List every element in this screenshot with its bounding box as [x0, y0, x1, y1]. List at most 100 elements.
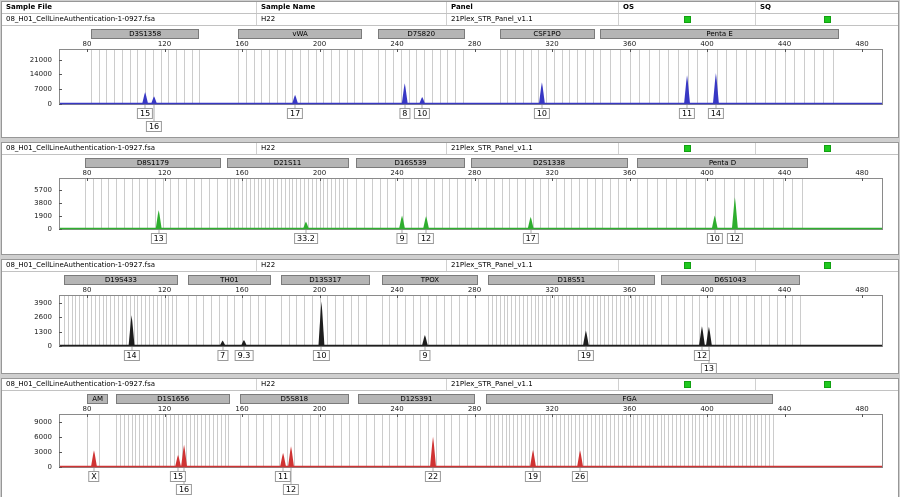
allele-label-19[interactable]: 19 [524, 471, 542, 482]
allele-label-connector [404, 105, 406, 108]
peak-AM-X[interactable] [90, 450, 97, 467]
allele-label-19[interactable]: 19 [577, 350, 594, 361]
allele-label-connector [282, 468, 284, 471]
peak-D1S1656-15[interactable] [175, 454, 182, 467]
peak-D12S391-22[interactable] [430, 436, 437, 467]
sq-pass-indicator[interactable] [823, 145, 831, 152]
allele-label-12[interactable]: 12 [417, 233, 435, 244]
electropherogram-plot-red[interactable] [59, 414, 883, 468]
allele-label-26[interactable]: 26 [572, 471, 589, 482]
allele-label-connector [425, 230, 427, 233]
peak-D2S1338-17[interactable] [527, 216, 534, 229]
peak-D5S818-12[interactable] [288, 446, 295, 467]
peak-TH01-9.3[interactable] [240, 339, 247, 346]
electropherogram-plot-blue[interactable] [59, 49, 883, 105]
allele-label-X[interactable]: X [88, 471, 100, 482]
electropherogram-plot-black[interactable] [59, 295, 883, 347]
os-pass-indicator[interactable] [683, 381, 691, 388]
allele-label-10[interactable]: 10 [313, 350, 330, 361]
allele-label-33.2[interactable]: 33.2 [294, 233, 318, 244]
peak-vWA-17[interactable] [292, 94, 299, 104]
x-tick-label: 440 [777, 169, 792, 177]
sample-row[interactable]: 08_H01_CellLineAuthentication-1-0927.fsa… [2, 143, 898, 155]
allele-label-12[interactable]: 12 [726, 233, 743, 244]
marker-box-FGA: FGA [486, 394, 773, 404]
allele-label-17[interactable]: 17 [522, 233, 539, 244]
allele-label-15[interactable]: 15 [137, 108, 154, 119]
allele-label-10[interactable]: 10 [533, 108, 551, 119]
y-tick-label: 0 [47, 342, 52, 350]
peak-D19S433-14[interactable] [128, 315, 135, 346]
allele-label-10[interactable]: 10 [414, 108, 431, 119]
peak-TPOX-9[interactable] [421, 335, 428, 346]
marker-box-D5S818: D5S818 [240, 394, 349, 404]
allele-label-9[interactable]: 9 [419, 350, 431, 361]
sample-row[interactable]: 08_H01_CellLineAuthentication-1-0927.fsa… [2, 14, 898, 26]
sample-row[interactable]: 08_H01_CellLineAuthentication-1-0927.fsa… [2, 260, 898, 272]
allele-bins [64, 296, 801, 346]
sq-pass-indicator[interactable] [823, 16, 831, 23]
marker-box-D13S317: D13S317 [280, 275, 370, 285]
allele-label-12[interactable]: 12 [282, 484, 300, 495]
allele-label-9.3[interactable]: 9.3 [234, 350, 254, 361]
x-tick-label: 200 [312, 405, 327, 413]
allele-label-connector [158, 230, 160, 233]
peak-D3S1358-15[interactable] [142, 92, 149, 104]
plot-frame [59, 49, 883, 105]
peak-D5S818-11[interactable] [280, 452, 287, 467]
allele-label-15[interactable]: 15 [169, 471, 187, 482]
sq-pass-indicator[interactable] [823, 381, 831, 388]
allele-label-8[interactable]: 8 [399, 108, 411, 119]
x-tick-label: 320 [545, 286, 559, 294]
peak-CSF1PO-10[interactable] [538, 82, 545, 104]
allele-label-14[interactable]: 14 [123, 350, 140, 361]
peak-TH01-7[interactable] [219, 340, 226, 346]
x-tick-label: 360 [622, 405, 637, 413]
allele-label-13[interactable]: 13 [150, 233, 167, 244]
peak-D18S51-19[interactable] [582, 330, 589, 346]
peak-FGA-19[interactable] [530, 449, 537, 467]
x-tick-label: 400 [700, 40, 714, 48]
peak-D7S820-10[interactable] [419, 97, 426, 104]
allele-label-22[interactable]: 22 [424, 471, 442, 482]
peak-D21S11-33.2[interactable] [302, 221, 309, 229]
plot-frame [59, 414, 883, 468]
allele-label-16[interactable]: 16 [175, 484, 193, 495]
peak-D7S820-8[interactable] [401, 83, 408, 104]
peak-D8S1179-13[interactable] [155, 210, 162, 229]
peak-FGA-26[interactable] [577, 450, 584, 467]
sq-pass-indicator[interactable] [823, 262, 831, 269]
allele-label-13[interactable]: 13 [700, 363, 718, 374]
allele-label-10[interactable]: 10 [706, 233, 723, 244]
allele-label-connector [421, 105, 423, 108]
marker-bar: AM D1S1656 D5S818 D12S391 FGA [2, 393, 898, 405]
column-header-sample-name: Sample Name [257, 2, 447, 13]
os-pass-indicator[interactable] [683, 16, 691, 23]
peak-Penta-E-11[interactable] [684, 75, 691, 104]
peak-D3S1358-16[interactable] [151, 96, 158, 104]
allele-label-17[interactable]: 17 [286, 108, 304, 119]
allele-label-9[interactable]: 9 [396, 233, 408, 244]
peak-D6S1043-12[interactable] [698, 326, 705, 346]
sample-row[interactable]: 08_H01_CellLineAuthentication-1-0927.fsa… [2, 379, 898, 391]
peak-D16S539-9[interactable] [399, 215, 406, 229]
marker-box-D6S1043: D6S1043 [660, 275, 800, 285]
peak-D16S539-12[interactable] [423, 216, 430, 229]
column-header-panel: Panel [447, 2, 619, 13]
peak-Penta-E-14[interactable] [712, 73, 719, 104]
os-pass-indicator[interactable] [683, 145, 691, 152]
peak-D6S1043-13[interactable] [705, 326, 712, 346]
x-axis-labels: 80 120 160 200 240 280 320 360 400 440 480 [2, 405, 898, 414]
electropherogram-plot-green[interactable] [59, 178, 883, 230]
allele-label-11[interactable]: 11 [678, 108, 696, 119]
peak-D1S1656-16[interactable] [181, 444, 188, 467]
allele-label-7[interactable]: 7 [217, 350, 229, 361]
allele-label-14[interactable]: 14 [707, 108, 724, 119]
peak-Penta-D-10[interactable] [711, 215, 718, 229]
allele-label-16[interactable]: 16 [145, 121, 163, 132]
peak-Penta-D-12[interactable] [731, 197, 738, 229]
allele-label-11[interactable]: 11 [274, 471, 292, 482]
os-pass-indicator[interactable] [683, 262, 691, 269]
peak-D13S317-10[interactable] [318, 301, 325, 346]
allele-label-12[interactable]: 12 [693, 350, 711, 361]
